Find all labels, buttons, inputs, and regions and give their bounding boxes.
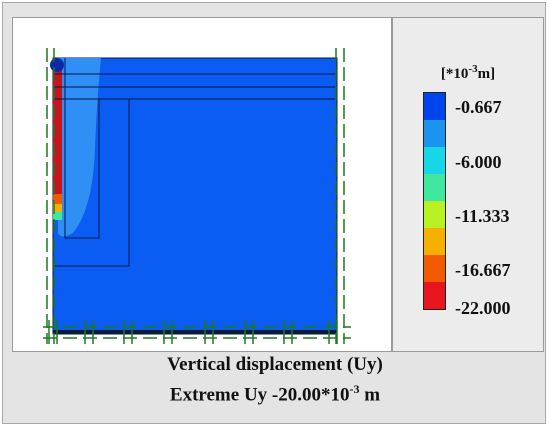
legend-unit-exponent: -3 bbox=[468, 63, 478, 75]
legend-tick: -11.333 bbox=[455, 206, 510, 226]
legend-swatch bbox=[424, 174, 445, 201]
plot-caption: Vertical displacement (Uy) Extreme Uy -2… bbox=[0, 352, 550, 407]
wall-toe-green bbox=[53, 212, 62, 220]
legend-tick: -16.667 bbox=[455, 260, 511, 280]
anchor-marker bbox=[50, 58, 64, 72]
legend-swatch bbox=[424, 147, 445, 174]
legend-tick: -6.000 bbox=[455, 152, 502, 172]
caption-extreme-prefix: Extreme Uy -20.00*10 bbox=[169, 384, 350, 406]
legend-colorbar bbox=[423, 92, 446, 310]
displacement-contour-plot bbox=[43, 48, 351, 344]
wall-toe-yellow bbox=[53, 204, 62, 212]
retaining-wall bbox=[53, 70, 62, 220]
legend-swatch bbox=[424, 282, 445, 309]
legend-tick: -0.667 bbox=[455, 97, 502, 117]
caption-extreme-exponent: -3 bbox=[349, 382, 360, 396]
legend-unit-suffix: m] bbox=[477, 66, 496, 82]
wall-toe-orange bbox=[53, 194, 62, 204]
caption-extreme-unit: m bbox=[359, 384, 381, 406]
legend-swatch bbox=[424, 201, 445, 228]
boundary-conditions-sides bbox=[46, 48, 345, 344]
legend-unit-label: [*10-3m] bbox=[393, 63, 543, 83]
caption-extreme-value: Extreme Uy -20.00*10-3 m bbox=[0, 377, 550, 407]
legend-swatch bbox=[424, 120, 445, 147]
boundary-conditions-bottom bbox=[43, 320, 351, 344]
soil-domain bbox=[52, 57, 338, 335]
legend-swatch bbox=[424, 93, 445, 120]
displacement-plot-panel bbox=[12, 17, 392, 352]
legend-tick: -22.000 bbox=[455, 298, 511, 318]
caption-title: Vertical displacement (Uy) bbox=[167, 354, 383, 375]
legend-swatch bbox=[424, 255, 445, 282]
contour-band-light bbox=[58, 58, 101, 237]
legend-panel: [*10-3m] -0.667 -6.000 -11.333 -16.667 -… bbox=[392, 17, 544, 352]
legend-unit-prefix: [*10 bbox=[440, 66, 469, 82]
excavation-stage-lines bbox=[53, 58, 337, 267]
legend-swatch bbox=[424, 228, 445, 255]
